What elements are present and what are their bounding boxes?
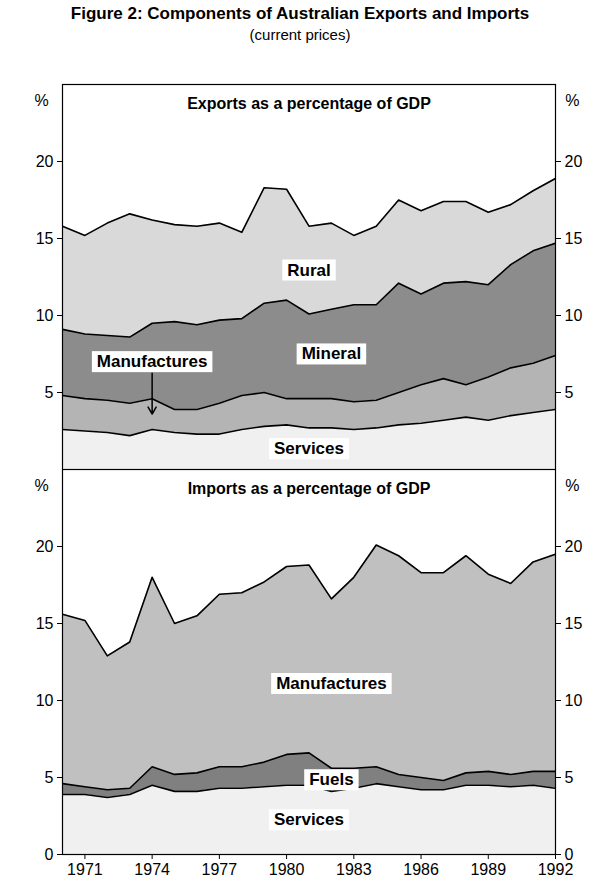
svg-text:1977: 1977 (202, 861, 238, 878)
svg-text:Rural: Rural (287, 261, 330, 280)
svg-text:20: 20 (565, 153, 583, 170)
svg-text:15: 15 (36, 615, 54, 632)
svg-text:0: 0 (45, 846, 54, 863)
svg-text:Imports as a percentage of GDP: Imports as a percentage of GDP (188, 480, 431, 497)
svg-text:Mineral: Mineral (302, 344, 362, 363)
svg-text:1983: 1983 (336, 861, 372, 878)
svg-text:%: % (35, 477, 49, 494)
svg-text:5: 5 (565, 384, 574, 401)
svg-text:15: 15 (36, 230, 54, 247)
svg-text:1992: 1992 (538, 861, 574, 878)
svg-text:10: 10 (565, 307, 583, 324)
svg-text:%: % (35, 92, 49, 109)
svg-text:1980: 1980 (269, 861, 305, 878)
svg-text:Services: Services (274, 810, 344, 829)
html-text:Figure 2: Components of Austra: Figure 2: Components of Australian Expor… (70, 4, 530, 23)
svg-text:10: 10 (36, 307, 54, 324)
svg-text:15: 15 (565, 615, 583, 632)
svg-text:Manufactures: Manufactures (276, 674, 387, 693)
svg-text:1974: 1974 (134, 861, 170, 878)
svg-text:15: 15 (565, 230, 583, 247)
svg-text:5: 5 (565, 769, 574, 786)
svg-text:20: 20 (565, 538, 583, 555)
svg-text:%: % (565, 92, 579, 109)
svg-text:5: 5 (45, 384, 54, 401)
svg-text:Services: Services (274, 439, 344, 458)
svg-text:5: 5 (45, 769, 54, 786)
svg-text:Fuels: Fuels (309, 770, 353, 789)
svg-text:10: 10 (36, 692, 54, 709)
svg-text:1971: 1971 (67, 861, 103, 878)
html-text:(current prices): (current prices) (249, 26, 351, 43)
svg-text:%: % (565, 477, 579, 494)
svg-text:0: 0 (564, 845, 574, 863)
svg-text:Manufactures: Manufactures (97, 352, 208, 371)
svg-text:1986: 1986 (403, 861, 439, 878)
svg-text:10: 10 (565, 692, 583, 709)
svg-text:Exports as a percentage of GDP: Exports as a percentage of GDP (187, 95, 431, 112)
svg-text:20: 20 (36, 538, 54, 555)
svg-text:1989: 1989 (470, 861, 506, 878)
svg-text:20: 20 (36, 153, 54, 170)
